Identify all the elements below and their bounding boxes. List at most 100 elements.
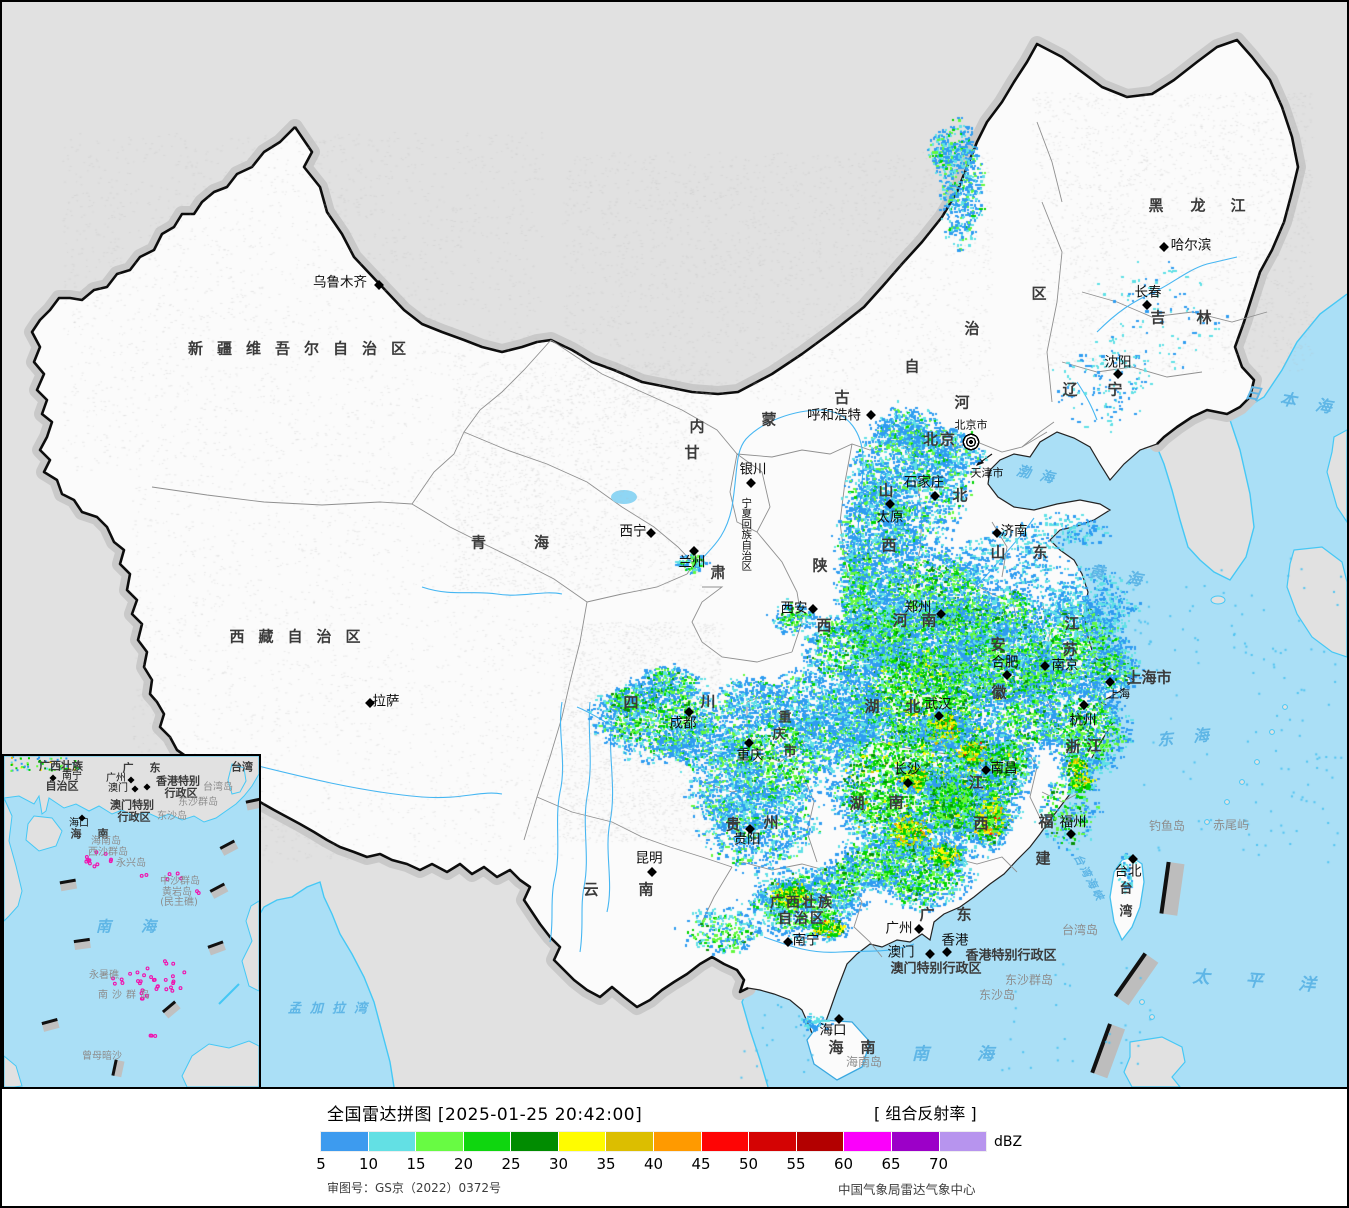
colorbar-tick: 50 (738, 1155, 759, 1173)
inset-label: 广 (122, 761, 134, 775)
province-label: 东 (956, 905, 972, 924)
colorbar-segment (796, 1132, 845, 1151)
colorbar-segment (558, 1132, 607, 1151)
china-radar-map: 新疆维吾尔自治区 西藏自治区 青海甘肃内蒙古自治区陕西山西河北山东河南江苏安徽湖北湖… (2, 2, 1347, 1087)
colorbar-segment (416, 1132, 464, 1151)
city-label: 长沙 (893, 761, 921, 778)
city-label: 长春 (1134, 284, 1162, 301)
colorbar-tick: 10 (358, 1155, 379, 1173)
province-label: 重 (778, 710, 792, 726)
city-label: 武汉 (924, 696, 952, 713)
province-label: 新疆维吾尔自治区 (187, 339, 421, 358)
product-label: [ 组合反射率 ] (874, 1104, 977, 1123)
province-label: 北 (905, 697, 921, 716)
province-label: 青海 (470, 533, 598, 552)
small-label: 北京市 (954, 418, 988, 432)
sea-label: 渤海 (1014, 463, 1066, 489)
city-marker-diamond (914, 924, 924, 934)
city-label: 海口 (819, 1022, 847, 1039)
city-marker-diamond (647, 867, 657, 877)
legend-panel: 全国雷达拼图 [2025-01-25 20:42:00] [ 组合反射率 ] 5… (2, 1087, 1347, 1206)
province-label: 林 (1196, 308, 1212, 327)
city-label: 乌鲁木齐 (313, 274, 367, 291)
inset-label: 海 (70, 827, 82, 841)
colorbar-segment (368, 1132, 417, 1151)
colorbar-segment (654, 1132, 702, 1151)
sea-label: 孟加拉湾 (287, 1001, 377, 1017)
inset-label: 南海 (95, 917, 187, 936)
colorbar-tick: 45 (691, 1155, 711, 1173)
province-label: 湖 (849, 794, 865, 813)
province-label: 南 (888, 793, 904, 812)
province-label: 福 (1038, 812, 1054, 831)
colorbar-tick: 15 (406, 1155, 426, 1173)
island-gray-label: 东沙岛 (978, 988, 1016, 1002)
colorbar-segment (463, 1132, 512, 1151)
province-label: 湾 (1119, 904, 1133, 920)
colorbar-ticks: 5 10 15 20 25 30 35 40 45 50 55 60 65 70 (316, 1155, 1021, 1173)
city-label: 太原 (876, 509, 904, 526)
colorbar-segment (511, 1132, 559, 1151)
province-label: 贵 (725, 815, 741, 834)
inset-label: 东 (149, 761, 161, 775)
colorbar-tick: 55 (786, 1155, 806, 1173)
small-label: 天津市 (970, 466, 1004, 480)
colorbar-tick: 40 (643, 1155, 664, 1173)
island-gray-label: 赤尾屿 (1212, 818, 1250, 832)
colorbar-segment (939, 1132, 987, 1151)
inset-label: 自治区 (45, 779, 79, 793)
inset-label: 广西壮族 (39, 759, 83, 773)
province-label: 安 (990, 635, 1006, 654)
inset-svg (4, 756, 259, 1087)
city-label: 济南 (1000, 523, 1028, 540)
sea-label: 太平洋 (1192, 966, 1347, 999)
inset-label: 南沙群岛 (98, 990, 154, 1001)
city-label: 上海 (1108, 687, 1130, 701)
sea-label: 日本海 (1243, 382, 1347, 421)
province-label: 河 (954, 393, 970, 412)
province-label: 自治区 (778, 911, 826, 927)
province-label: 北京 (922, 430, 958, 449)
inset-label: 香港特别 (156, 774, 200, 788)
inset-label: 海南岛 (91, 836, 121, 847)
inset-label: (民主礁) (160, 897, 198, 908)
colorbar-segment (844, 1132, 892, 1151)
province-label: 州 (763, 813, 779, 832)
map-license-number: 审图号：GS京（2022）0372号 (327, 1181, 501, 1195)
inset-label: 黄岩岛 (162, 887, 192, 898)
inset-label: 海口 (69, 818, 89, 829)
province-label: 海 (828, 1038, 844, 1057)
island-gray-label: 东沙群岛 (1004, 973, 1054, 987)
sea-label: 台湾海峡 (1071, 851, 1107, 905)
colorbar-tick: 70 (928, 1155, 949, 1173)
city-label: 哈尔滨 (1170, 237, 1212, 254)
dbz-unit-label: dBZ (994, 1134, 1023, 1150)
province-label: 西藏自治区 (229, 627, 375, 646)
province-label: 山 (878, 481, 894, 500)
city-label: 福州 (1059, 814, 1087, 831)
province-label: 湖 (864, 697, 880, 716)
city-marker-diamond (1040, 661, 1050, 671)
inset-label: 台湾岛 (203, 782, 233, 793)
inset-label: 行政区 (117, 810, 151, 824)
province-label: 广 (919, 905, 935, 924)
province-label: 治 (964, 319, 980, 338)
province-label: 甘 (684, 443, 700, 462)
province-label: 区 (1031, 284, 1047, 303)
province-label: 西 (973, 814, 989, 833)
city-label: 香港 (941, 932, 969, 949)
colorbar-tick: 20 (453, 1155, 474, 1173)
province-label: 香港特别行政区 (965, 948, 1057, 964)
colorbar-segment (321, 1132, 369, 1151)
province-label: 河 (892, 611, 908, 630)
sea-label: 黄海 (1087, 561, 1166, 594)
city-label: 南昌 (990, 760, 1018, 777)
colorbar-segment (606, 1132, 655, 1151)
city-marker-diamond (936, 609, 946, 619)
capital-marker-beijing (962, 433, 980, 451)
city-marker-diamond (646, 528, 656, 538)
province-label: 上海市 (1126, 668, 1172, 687)
map-labels: 新疆维吾尔自治区 西藏自治区 青海甘肃内蒙古自治区陕西山西河北山东河南江苏安徽湖北湖… (2, 2, 1347, 1087)
province-label: 台 (1119, 881, 1133, 897)
city-marker-diamond (934, 711, 944, 721)
